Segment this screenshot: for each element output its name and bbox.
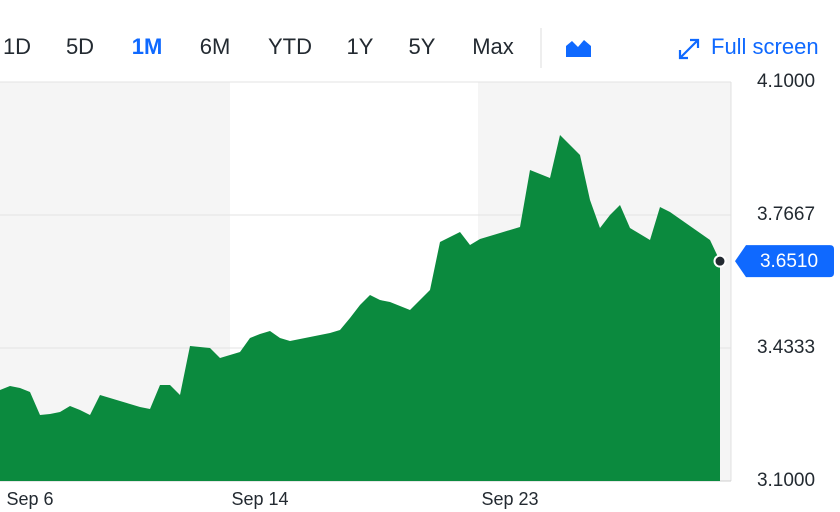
- range-button[interactable]: 1D: [3, 34, 31, 59]
- last-point: [713, 254, 727, 268]
- range-button[interactable]: 5Y: [409, 34, 436, 59]
- y-tick-label: 3.4333: [757, 337, 815, 358]
- chart-type-icon[interactable]: [566, 40, 591, 57]
- expand-arrows: [678, 38, 700, 60]
- full-screen-icon[interactable]: [678, 38, 700, 60]
- area-icon: [566, 40, 591, 57]
- range-button[interactable]: 1Y: [347, 34, 374, 59]
- full-screen[interactable]: Full screen: [711, 34, 819, 59]
- y-tick-label: 4.1000: [757, 71, 815, 92]
- price-label: 3.6510: [760, 251, 818, 272]
- y-tick-label: 3.7667: [757, 204, 815, 225]
- x-tick-label: Sep 6: [6, 489, 53, 509]
- y-tick-label: 3.1000: [757, 470, 815, 491]
- price-badge: [735, 245, 834, 278]
- x-tick-label: Sep 23: [481, 489, 538, 509]
- range-button[interactable]: Max: [472, 34, 514, 59]
- range-button[interactable]: 1M: [132, 34, 163, 59]
- range-button[interactable]: 5D: [66, 34, 94, 59]
- x-tick-label: Sep 14: [231, 489, 288, 509]
- area: [0, 134, 720, 482]
- range-button[interactable]: 6M: [200, 34, 231, 59]
- range-button[interactable]: YTD: [268, 34, 312, 59]
